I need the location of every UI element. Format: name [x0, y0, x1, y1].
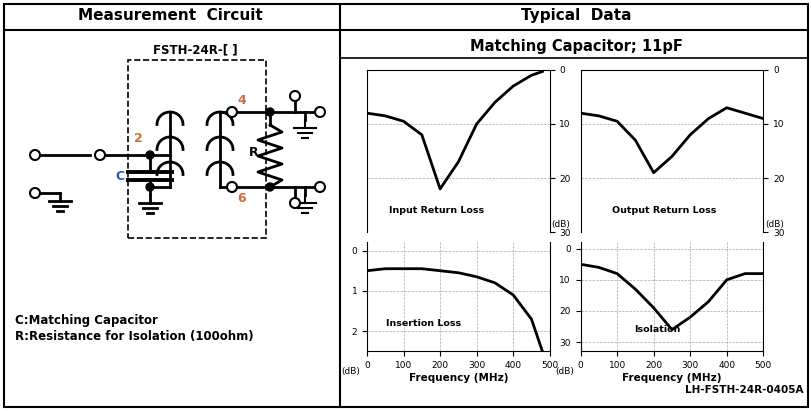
Text: Input Return Loss: Input Return Loss — [388, 206, 483, 215]
Text: 6: 6 — [238, 192, 246, 205]
Circle shape — [315, 182, 324, 192]
Circle shape — [95, 150, 105, 160]
Circle shape — [146, 183, 154, 191]
Text: LH-FSTH-24R-0405A: LH-FSTH-24R-0405A — [684, 385, 803, 395]
Circle shape — [227, 107, 237, 117]
Text: R: R — [249, 145, 259, 159]
Text: FSTH-24R-[ ]: FSTH-24R-[ ] — [152, 44, 237, 56]
Text: (dB): (dB) — [551, 219, 569, 229]
Text: C: C — [115, 169, 124, 182]
Circle shape — [315, 107, 324, 117]
Circle shape — [30, 150, 40, 160]
Circle shape — [290, 198, 299, 208]
Text: Output Return Loss: Output Return Loss — [611, 206, 716, 215]
Text: 2: 2 — [134, 132, 142, 145]
Circle shape — [266, 183, 273, 191]
Text: (dB): (dB) — [764, 219, 783, 229]
Text: (dB): (dB) — [341, 367, 360, 376]
Bar — [128, 60, 266, 238]
Text: Measurement  Circuit: Measurement Circuit — [78, 9, 262, 23]
Circle shape — [30, 188, 40, 198]
Text: (dB): (dB) — [555, 367, 573, 376]
Text: Insertion Loss: Insertion Loss — [385, 319, 461, 328]
Text: Isolation: Isolation — [633, 325, 680, 334]
Circle shape — [146, 151, 154, 159]
Circle shape — [227, 182, 237, 192]
Text: C:Matching Capacitor: C:Matching Capacitor — [15, 314, 157, 326]
X-axis label: Frequency (MHz): Frequency (MHz) — [408, 373, 508, 383]
Text: Typical  Data: Typical Data — [520, 9, 630, 23]
Text: Matching Capacitor; 11pF: Matching Capacitor; 11pF — [469, 39, 681, 55]
Circle shape — [290, 91, 299, 101]
Circle shape — [266, 108, 273, 116]
X-axis label: Frequency (MHz): Frequency (MHz) — [621, 373, 721, 383]
Text: 4: 4 — [238, 93, 246, 106]
Text: R:Resistance for Isolation (100ohm): R:Resistance for Isolation (100ohm) — [15, 330, 253, 342]
